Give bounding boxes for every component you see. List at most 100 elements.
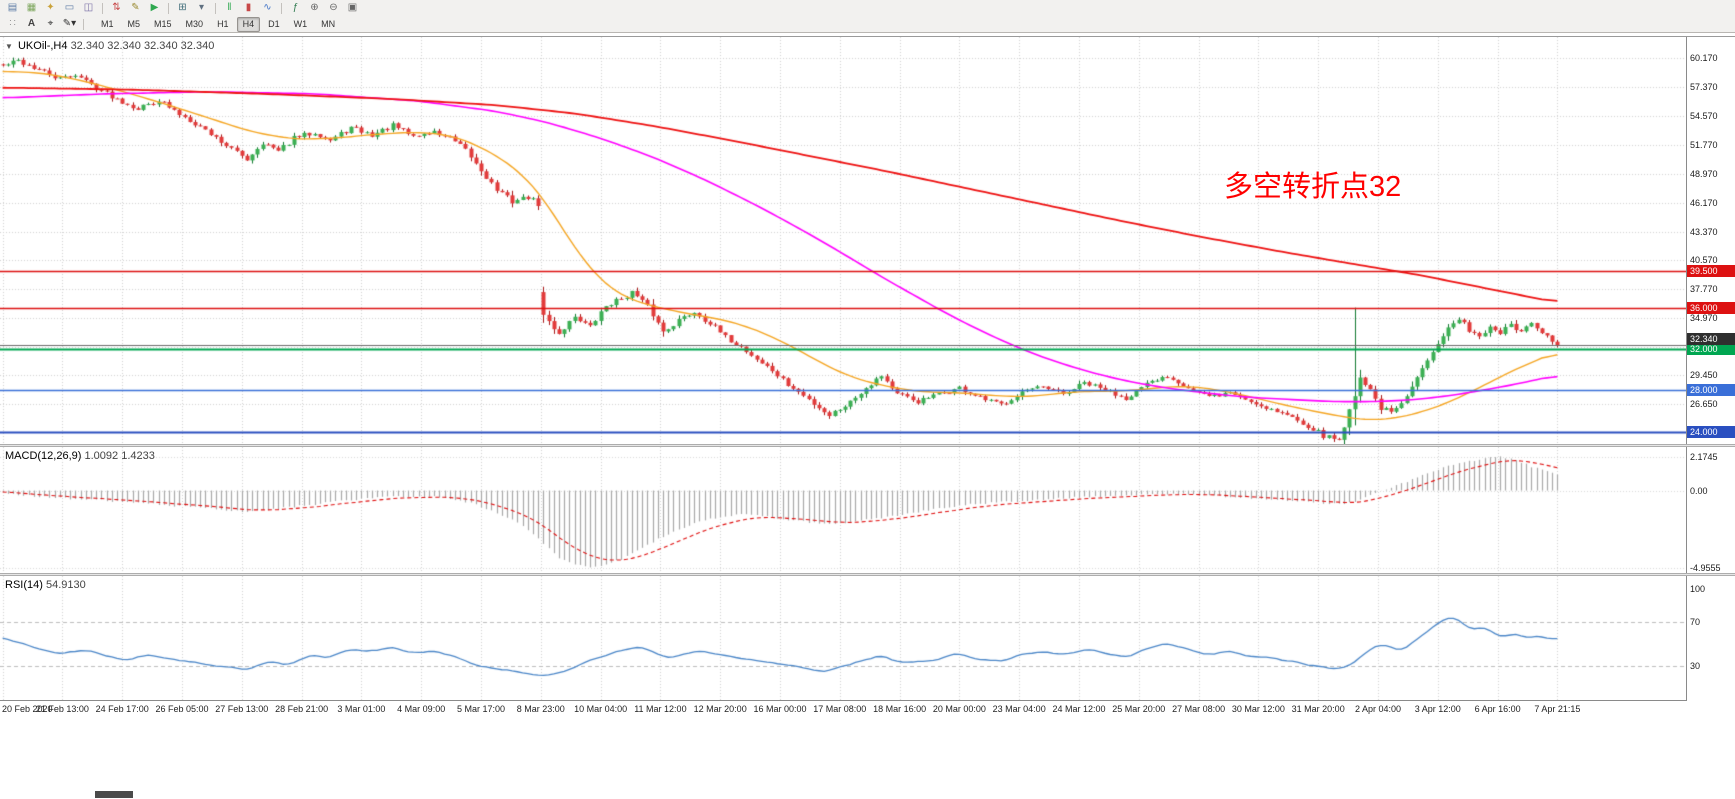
price-badge: 28.000 — [1687, 384, 1735, 397]
main-chart-canvas[interactable] — [0, 37, 1686, 444]
time-label: 7 Apr 21:15 — [1534, 704, 1581, 714]
price-label: 48.970 — [1690, 168, 1718, 179]
timeframe-bar: M1 M5 M15 M30 H1 H4 D1 W1 MN — [94, 16, 342, 32]
time-label: 3 Mar 01:00 — [337, 704, 386, 714]
toolbar-separator — [83, 18, 84, 30]
time-label: 4 Mar 09:00 — [397, 704, 446, 714]
price-label: 2.1745 — [1690, 451, 1718, 462]
price-badge: 39.500 — [1687, 265, 1735, 278]
macd-pane: MACD(12,26,9) 1.0092 1.4233 2.1745 0.00 -4… — [0, 447, 1735, 573]
market-watch-icon[interactable]: ▤ — [7, 2, 18, 13]
time-label: 11 Mar 12:00 — [634, 704, 687, 714]
time-label: 18 Mar 16:00 — [873, 704, 927, 714]
tile-windows-icon[interactable]: ▣ — [347, 2, 358, 13]
crosshair-icon[interactable]: ⌖ — [47, 18, 54, 29]
time-label: 23 Mar 04:00 — [992, 704, 1046, 714]
toolbar-row-1: ▤ ▦ ✦ ▭ ◫ ⇅ ✎ ▶ ⊞ ▾ ‖ ▮ ∿ ƒ ⊕ ⊖ ▣ — [0, 0, 1735, 16]
terminal-icon[interactable]: ▭ — [64, 2, 75, 13]
rsi-pane: RSI(14) 54.9130 100 70 30 — [0, 576, 1735, 701]
profiles-icon[interactable]: ▾ — [198, 2, 205, 13]
time-label: 5 Mar 17:00 — [456, 704, 506, 714]
toolbar-grip-icon[interactable]: ∷ — [9, 18, 16, 29]
macd-canvas[interactable] — [0, 447, 1686, 573]
macd-scale[interactable]: 2.1745 0.00 -4.9555 — [1686, 447, 1735, 573]
macd-value-main: 1.0092 — [84, 450, 119, 462]
main-chart-pane: ▼ UKOil-,H4 32.340 32.340 32.340 32.340 … — [0, 37, 1735, 444]
pane-splitter[interactable] — [0, 444, 1735, 447]
price-label: 37.770 — [1690, 284, 1718, 295]
draw-tools-dropdown[interactable]: ✎▾ — [62, 18, 77, 29]
price-label: 43.370 — [1690, 226, 1718, 237]
price-label: 30 — [1690, 660, 1701, 671]
price-label: -4.9555 — [1690, 562, 1721, 573]
price-badge: 32.000 — [1687, 342, 1735, 355]
pane-splitter[interactable] — [0, 573, 1735, 576]
price-label: 46.170 — [1690, 197, 1718, 208]
price-scale[interactable]: 60.170 57.370 54.570 51.770 48.970 46.170 43.3… — [1686, 37, 1735, 444]
price-label: 100 — [1690, 584, 1706, 595]
rsi-scale[interactable]: 100 70 30 — [1686, 576, 1735, 701]
time-label: 17 Mar 08:00 — [813, 704, 867, 714]
toolbar-separator — [281, 2, 282, 14]
zoom-out-icon[interactable]: ⊖ — [329, 2, 338, 13]
indicators-icon[interactable]: ƒ — [292, 2, 299, 13]
price-badge: 32.340 — [1687, 333, 1735, 346]
price-badge: 36.000 — [1687, 301, 1735, 314]
bar-chart-icon[interactable]: ‖ — [227, 2, 232, 13]
price-label: 70 — [1690, 617, 1701, 628]
line-chart-icon[interactable]: ∿ — [263, 2, 272, 13]
new-chart-icon[interactable]: ⊞ — [178, 2, 187, 13]
line-studies-toolbar: ∷ A ⌖ ✎▾ — [3, 16, 79, 32]
price-label: 34.970 — [1690, 313, 1718, 324]
price-label: 26.650 — [1690, 399, 1718, 410]
timeframe-m15-button[interactable]: M15 — [154, 19, 172, 29]
zoom-in-icon[interactable]: ⊕ — [310, 2, 319, 13]
timeframe-h4-button[interactable]: H4 — [236, 16, 261, 32]
rsi-value: 54.9130 — [45, 579, 86, 591]
rsi-label: RSI(14) — [5, 579, 43, 591]
navigator-icon[interactable]: ✦ — [46, 2, 55, 13]
time-label: 26 Feb 05:00 — [155, 704, 209, 714]
new-order-icon[interactable]: ⇅ — [112, 2, 121, 13]
autotrading-icon[interactable]: ▶ — [150, 2, 159, 13]
text-cursor-button[interactable]: A — [27, 18, 36, 29]
chart-ohlc-values: 32.340 32.340 32.340 32.340 — [70, 40, 215, 52]
time-label: 24 Mar 12:00 — [1052, 704, 1106, 714]
timeframe-m1-button[interactable]: M1 — [101, 19, 114, 29]
metaeditor-icon[interactable]: ✎ — [131, 2, 140, 13]
timeframe-m30-button[interactable]: M30 — [185, 19, 204, 29]
time-label: 24 Feb 17:00 — [95, 704, 149, 714]
time-axis[interactable]: 20 Feb 2020 21 Feb 13:00 24 Feb 17:00 26 Fe… — [0, 700, 1735, 717]
time-label: 16 Mar 00:00 — [753, 704, 807, 714]
macd-value-signal: 1.4233 — [121, 450, 155, 462]
price-label: 40.570 — [1690, 255, 1718, 266]
timeframe-m5-button[interactable]: M5 — [127, 19, 141, 29]
chart-symbol-period: UKOil-,H4 — [17, 40, 68, 52]
time-label: 20 Feb 2020 — [2, 704, 53, 714]
strategy-tester-icon[interactable]: ◫ — [83, 2, 94, 13]
price-label: 57.370 — [1690, 81, 1718, 92]
data-window-icon[interactable]: ▦ — [26, 2, 37, 13]
price-label: 60.170 — [1690, 52, 1718, 63]
price-label: 29.450 — [1690, 370, 1718, 381]
toolbar-separator — [168, 2, 169, 14]
timeframe-d1-button[interactable]: D1 — [268, 19, 280, 29]
time-label: 27 Mar 08:00 — [1172, 704, 1226, 714]
rsi-canvas[interactable] — [0, 576, 1686, 701]
candlestick-chart-icon[interactable]: ▮ — [245, 2, 252, 13]
time-label: 3 Apr 12:00 — [1414, 704, 1461, 714]
timeframe-h1-button[interactable]: H1 — [217, 19, 229, 29]
time-label: 31 Mar 20:00 — [1291, 704, 1345, 714]
price-label: 51.770 — [1690, 139, 1718, 150]
timeframe-w1-button[interactable]: W1 — [293, 19, 308, 29]
time-label: 8 Mar 23:00 — [516, 704, 565, 714]
price-label: 0.00 — [1690, 485, 1708, 496]
chart-title: ▼ UKOil-,H4 32.340 32.340 32.340 32.340 — [5, 40, 214, 52]
chart-menu-icon[interactable]: ▼ — [5, 42, 13, 51]
toolbar-separator — [102, 2, 103, 14]
macd-label: MACD(12,26,9) — [5, 450, 82, 462]
bottom-strip — [0, 717, 1735, 799]
timeframe-mn-button[interactable]: MN — [321, 19, 336, 29]
time-label: 20 Mar 00:00 — [932, 704, 986, 714]
